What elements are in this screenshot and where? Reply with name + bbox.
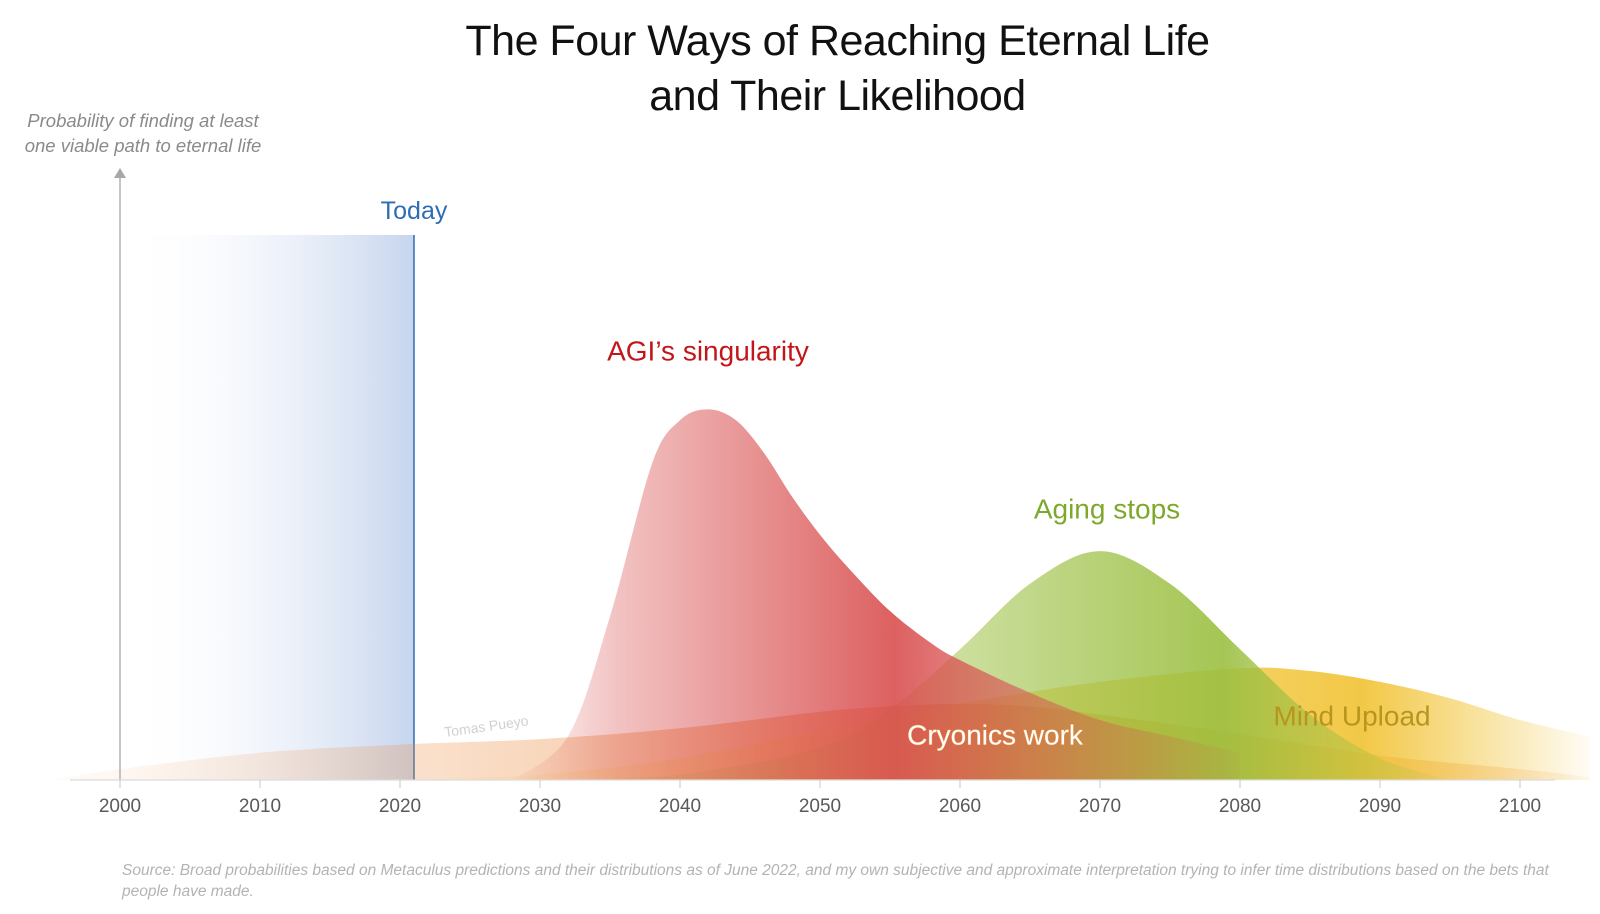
- series-label-mind-upload: Mind Upload: [1273, 701, 1430, 732]
- series-label-cryonics-work: Cryonics work: [907, 720, 1084, 751]
- x-tick-label: 2020: [379, 796, 421, 817]
- series-label-agi-s-singularity: AGI’s singularity: [607, 335, 809, 366]
- chart-title-line-1: The Four Ways of Reaching Eternal Life: [465, 17, 1210, 65]
- x-tick-label: 2100: [1499, 796, 1541, 817]
- series-area-aging-stops: [540, 551, 1450, 780]
- x-tick-label: 2080: [1219, 796, 1261, 817]
- chart-title-line-2: and Their Likelihood: [649, 72, 1026, 120]
- x-tick-label: 2010: [239, 796, 281, 817]
- y-axis-label-line-2: one viable path to eternal life: [24, 135, 262, 156]
- x-tick-label: 2090: [1359, 796, 1401, 817]
- series-area-agi-s-singularity: [512, 409, 1240, 780]
- source-note: Source: Broad probabilities based on Met…: [122, 862, 1549, 900]
- x-tick-label: 2030: [519, 796, 561, 817]
- x-tick-label: 2000: [99, 796, 141, 817]
- x-tick-label: 2040: [659, 796, 701, 817]
- today-label: Today: [381, 197, 448, 225]
- today-layer: Today Tomas Pueyo: [122, 197, 530, 780]
- x-tick-label: 2060: [939, 796, 981, 817]
- watermark: Tomas Pueyo: [443, 712, 529, 740]
- today-band: [122, 235, 414, 780]
- series-layer: [50, 409, 1590, 780]
- y-axis-label-line-1: Probability of finding at least: [27, 110, 259, 131]
- series-label-aging-stops: Aging stops: [1034, 493, 1180, 524]
- chart-title: The Four Ways of Reaching Eternal Life a…: [300, 14, 1375, 124]
- x-tick-label: 2050: [799, 796, 841, 817]
- y-axis-label: Probability of finding at least one viab…: [0, 108, 286, 158]
- x-axis: 2000 2010 2020 2030 2040 2050 2060 2070 2080 2090…: [70, 168, 1555, 817]
- x-tick-label: 2070: [1079, 796, 1121, 817]
- y-axis-arrow: [114, 168, 126, 178]
- series-labels: Cryonics work Mind Upload Aging stops AGI’s…: [607, 335, 1431, 751]
